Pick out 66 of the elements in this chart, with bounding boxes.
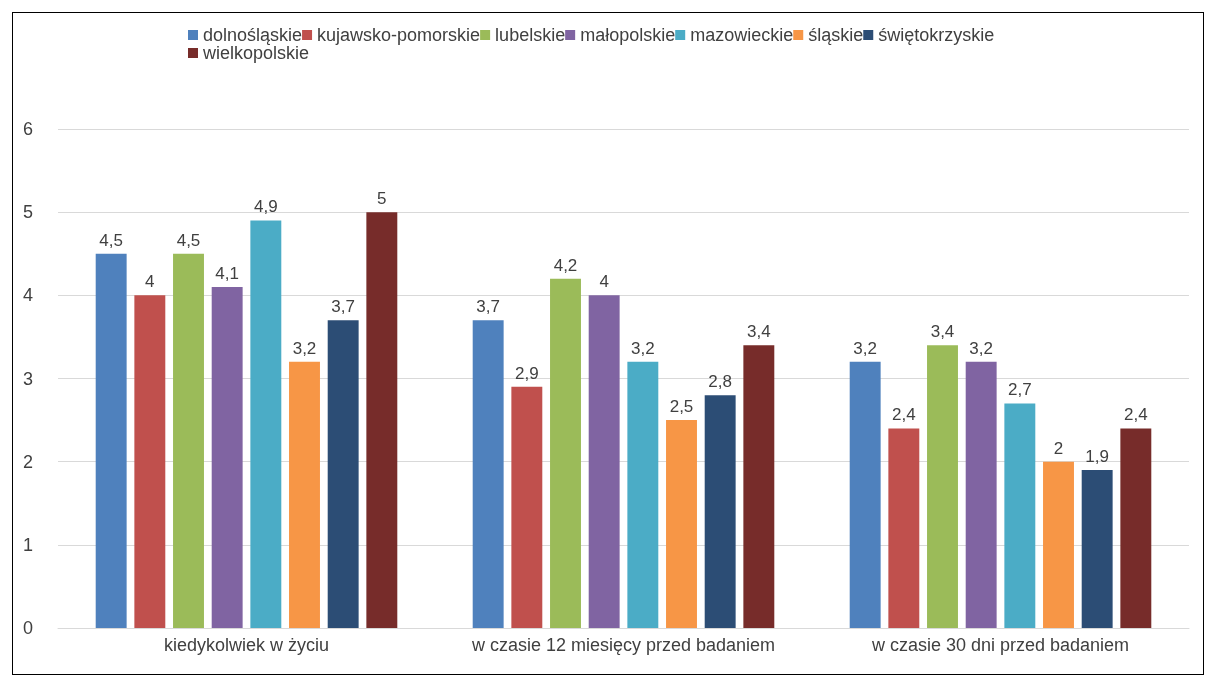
legend-label: wielkopolskie — [202, 43, 310, 63]
y-tick-label: 4 — [22, 285, 33, 306]
data-label: 2,4 — [892, 405, 916, 425]
legend-label: mazowieckie — [690, 25, 794, 45]
y-tick-label: 3 — [22, 368, 33, 389]
data-label: 1,9 — [1085, 446, 1109, 466]
data-label: 2,8 — [708, 372, 732, 392]
legend-label: lubelskie — [495, 25, 566, 45]
data-label: 5 — [377, 189, 387, 209]
data-label: 4,2 — [553, 255, 578, 275]
legend-label: dolnośląskie — [203, 25, 303, 45]
bar — [666, 420, 697, 628]
legend-label: małopolskie — [580, 25, 676, 45]
data-label: 3,7 — [331, 297, 355, 317]
bar — [1004, 403, 1036, 628]
data-label: 3,2 — [631, 338, 655, 358]
data-label: 2,5 — [669, 397, 694, 417]
data-label: 3,7 — [476, 297, 500, 317]
data-label: 4 — [599, 272, 609, 292]
bar — [134, 295, 166, 628]
data-label: 2,9 — [515, 363, 539, 383]
y-tick-label: 6 — [22, 119, 33, 139]
y-tick-label: 5 — [22, 202, 33, 223]
data-label: 4,5 — [176, 230, 201, 250]
bar — [1043, 461, 1074, 628]
bar — [849, 361, 881, 628]
bar — [173, 253, 204, 628]
bar — [743, 345, 775, 628]
data-label: 3,2 — [969, 338, 993, 358]
data-label: 2,7 — [1008, 380, 1032, 400]
x-tick-label: w czasie 30 dni przed badaniem — [870, 635, 1130, 655]
data-label: 4,5 — [99, 230, 123, 250]
bar — [366, 212, 398, 628]
data-label: 3,4 — [930, 322, 955, 342]
legend-label: kujawsko-pomorskie — [317, 25, 481, 45]
data-label: 3,2 — [292, 338, 317, 358]
bar — [588, 295, 620, 628]
bar — [511, 386, 543, 628]
x-tick-label: w czasie 12 miesięcy przed badaniem — [470, 635, 776, 655]
data-label: 4,9 — [254, 197, 278, 217]
x-tick-label: kiedykolwiek w życiu — [163, 635, 330, 655]
bar — [1120, 428, 1152, 628]
bar — [627, 361, 659, 628]
bar — [211, 287, 243, 628]
data-label: 3,4 — [747, 322, 771, 342]
bar — [472, 320, 504, 628]
legend-label: świętokrzyskie — [878, 25, 995, 45]
bar — [289, 361, 320, 628]
y-tick-label: 1 — [22, 534, 33, 555]
bar — [550, 278, 581, 628]
data-label: 2,4 — [1124, 405, 1148, 425]
bar — [927, 345, 958, 628]
data-label: 4,1 — [215, 264, 239, 284]
y-tick-label: 0 — [22, 618, 33, 638]
bar — [1081, 469, 1113, 628]
legend-label: śląskie — [808, 25, 864, 45]
bar — [250, 220, 282, 628]
data-label: 4 — [145, 272, 155, 292]
y-tick-label: 2 — [22, 451, 33, 472]
bar — [888, 428, 920, 628]
bar — [95, 253, 127, 628]
bar — [704, 395, 736, 628]
bar — [965, 361, 997, 628]
data-label: 3,2 — [853, 338, 877, 358]
data-label: 2 — [1053, 438, 1064, 458]
bar — [327, 320, 359, 628]
